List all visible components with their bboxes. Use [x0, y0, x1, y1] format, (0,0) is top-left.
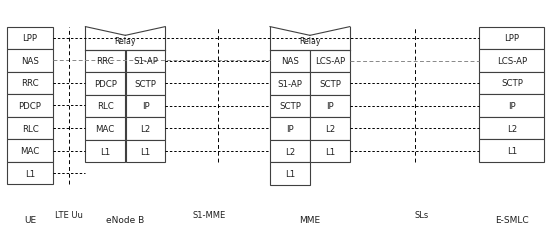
Bar: [7, 95, 53, 117]
Bar: [85, 118, 125, 140]
Text: LTE Uu: LTE Uu: [55, 210, 83, 219]
Text: Relay: Relay: [115, 37, 136, 46]
Text: RLC: RLC: [97, 102, 114, 111]
Text: MAC: MAC: [96, 124, 115, 134]
Text: S1-AP: S1-AP: [277, 79, 302, 89]
Text: LCS-AP: LCS-AP: [315, 57, 345, 66]
Bar: [310, 73, 350, 95]
Bar: [126, 73, 165, 95]
Bar: [85, 95, 125, 118]
Bar: [479, 117, 544, 140]
Text: PDCP: PDCP: [94, 79, 117, 89]
Text: NAS: NAS: [281, 57, 299, 66]
Text: S1-MME: S1-MME: [193, 210, 226, 219]
Text: SCTP: SCTP: [134, 79, 156, 89]
Bar: [85, 50, 125, 73]
Text: eNode B: eNode B: [106, 215, 144, 224]
Bar: [479, 95, 544, 117]
Text: LPP: LPP: [23, 34, 37, 43]
Text: SCTP: SCTP: [501, 79, 523, 88]
Bar: [310, 140, 350, 163]
Bar: [310, 95, 350, 118]
Text: LPP: LPP: [504, 34, 520, 43]
Bar: [126, 118, 165, 140]
Text: L1: L1: [325, 147, 335, 156]
Text: L1: L1: [141, 147, 150, 156]
Bar: [7, 140, 53, 162]
Bar: [126, 95, 165, 118]
Text: S1-AP: S1-AP: [133, 57, 158, 66]
Text: NAS: NAS: [21, 57, 39, 66]
Bar: [310, 118, 350, 140]
Text: UE: UE: [24, 215, 36, 224]
Text: MME: MME: [299, 215, 321, 224]
Bar: [479, 27, 544, 50]
Text: RLC: RLC: [21, 124, 39, 133]
Bar: [126, 50, 165, 73]
Text: Relay: Relay: [299, 37, 321, 46]
Bar: [270, 140, 310, 163]
Bar: [479, 50, 544, 72]
Bar: [7, 50, 53, 72]
Text: L2: L2: [285, 147, 295, 156]
Text: SCTP: SCTP: [279, 102, 301, 111]
Bar: [270, 73, 310, 95]
Text: L1: L1: [507, 146, 517, 155]
Text: SCTP: SCTP: [319, 79, 341, 89]
Text: IP: IP: [286, 124, 294, 134]
Bar: [85, 140, 125, 163]
Text: RRC: RRC: [96, 57, 114, 66]
Bar: [479, 72, 544, 95]
Text: E-SMLC: E-SMLC: [495, 215, 529, 224]
Text: L1: L1: [25, 169, 35, 178]
Bar: [7, 27, 53, 50]
Text: IP: IP: [142, 102, 149, 111]
Text: L2: L2: [325, 124, 335, 134]
Bar: [310, 50, 350, 73]
Bar: [7, 162, 53, 185]
Bar: [270, 50, 310, 73]
Text: MAC: MAC: [20, 146, 40, 155]
Text: L1: L1: [285, 169, 295, 178]
Bar: [270, 163, 310, 185]
Bar: [7, 72, 53, 95]
Text: RRC: RRC: [21, 79, 39, 88]
Bar: [270, 95, 310, 118]
Text: IP: IP: [326, 102, 334, 111]
Text: LCS-AP: LCS-AP: [497, 57, 527, 66]
Bar: [270, 118, 310, 140]
Text: SLs: SLs: [414, 210, 429, 219]
Text: L2: L2: [141, 124, 150, 134]
Text: L1: L1: [100, 147, 110, 156]
Bar: [7, 117, 53, 140]
Text: PDCP: PDCP: [19, 101, 41, 111]
Text: IP: IP: [508, 101, 516, 111]
Bar: [85, 73, 125, 95]
Text: L2: L2: [507, 124, 517, 133]
Bar: [126, 140, 165, 163]
Bar: [479, 140, 544, 162]
